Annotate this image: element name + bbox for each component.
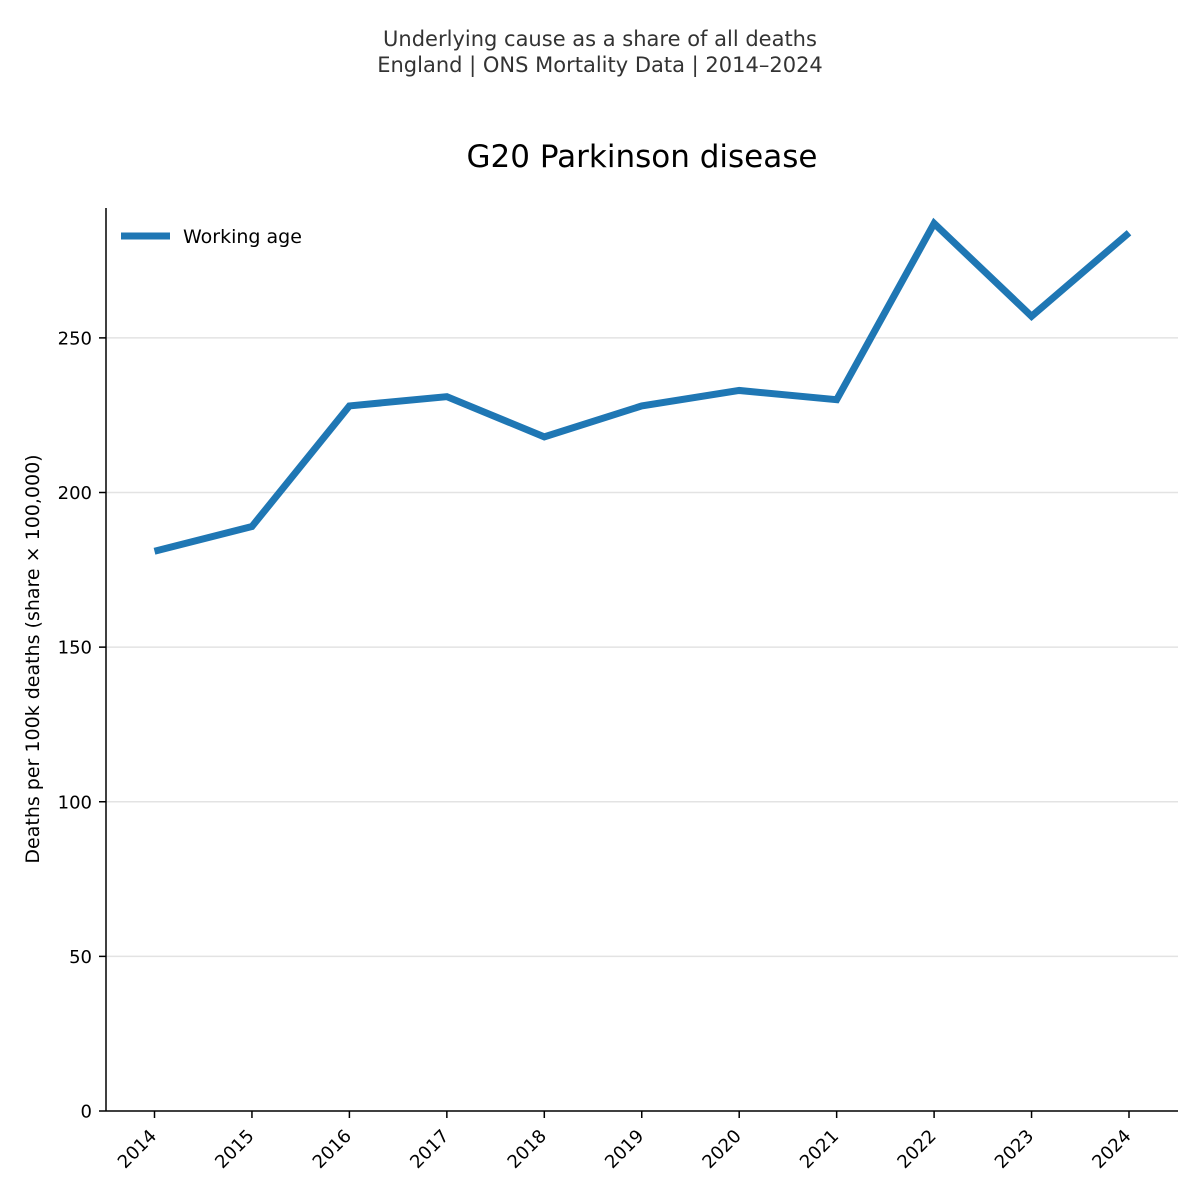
legend-label: Working age [183,226,302,248]
y-tick-label-100: 100 [58,792,92,813]
y-tick-label-200: 200 [58,483,92,504]
y-tick-label-250: 250 [58,328,92,349]
x-tick-label-2021: 2021 [796,1126,843,1173]
x-tick-label-2017: 2017 [406,1126,453,1173]
gridlines [106,337,1178,958]
x-tick-label-2020: 2020 [698,1126,745,1173]
y-axis-title: Deaths per 100k deaths (share × 100,000) [22,454,44,863]
legend: Working age [121,226,302,248]
x-axis-ticks: 2014 2015 2016 2017 2018 2019 2020 2021 2022 2023… [114,1111,1136,1173]
y-tick-label-0: 0 [81,1102,92,1123]
y-axis-ticks: 0 50 100 150 200 250 [58,328,106,1123]
chart-title: G20 Parkinson disease [467,139,818,175]
axes [105,208,1178,1112]
x-tick-label-2023: 2023 [991,1126,1038,1173]
x-tick-label-2016: 2016 [309,1126,356,1173]
y-tick-label-50: 50 [69,947,92,968]
series-group [153,217,1132,555]
suptitle-line-1: Underlying cause as a share of all death… [383,27,817,51]
x-tick-label-2015: 2015 [211,1126,258,1173]
x-tick-label-2014: 2014 [114,1126,161,1173]
series-line-0 [153,217,1132,555]
x-tick-label-2018: 2018 [504,1126,551,1173]
y-tick-label-150: 150 [58,638,92,659]
x-tick-label-2024: 2024 [1088,1126,1135,1173]
x-tick-label-2019: 2019 [601,1126,648,1173]
suptitle-line-2: England | ONS Mortality Data | 2014–2024 [377,53,823,77]
x-tick-label-2022: 2022 [893,1126,940,1173]
